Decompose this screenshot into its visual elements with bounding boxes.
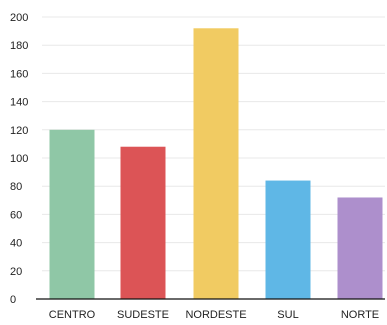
x-tick-label-centro: CENTRO bbox=[49, 309, 96, 321]
y-tick-label: 180 bbox=[10, 40, 28, 52]
y-tick-label: 140 bbox=[10, 97, 28, 109]
bar-nordeste bbox=[193, 28, 239, 300]
y-axis-ticks: 0 20 40 60 80 100 120 140 160 180 200 bbox=[10, 12, 28, 306]
x-tick-label-sul: SUL bbox=[277, 309, 298, 321]
bar-sul bbox=[265, 180, 311, 299]
y-tick-label: 20 bbox=[10, 266, 22, 278]
y-tick-label: 40 bbox=[10, 238, 22, 250]
y-tick-label: 80 bbox=[10, 181, 22, 193]
bars bbox=[49, 28, 383, 300]
x-tick-label-nordeste: NORDESTE bbox=[185, 309, 246, 321]
bar-norte bbox=[337, 197, 383, 299]
x-axis-labels: CENTRO SUDESTE NORDESTE SUL NORTE bbox=[49, 309, 379, 321]
x-tick-label-sudeste: SUDESTE bbox=[117, 309, 169, 321]
bar-sudeste bbox=[120, 146, 166, 299]
y-tick-label: 60 bbox=[10, 209, 22, 221]
bar-centro bbox=[49, 129, 95, 299]
y-tick-label: 100 bbox=[10, 153, 28, 165]
y-tick-label: 200 bbox=[10, 12, 28, 24]
y-tick-label: 0 bbox=[10, 294, 16, 306]
y-tick-label: 120 bbox=[10, 125, 28, 137]
y-tick-label: 160 bbox=[10, 68, 28, 80]
x-tick-label-norte: NORTE bbox=[341, 309, 379, 321]
